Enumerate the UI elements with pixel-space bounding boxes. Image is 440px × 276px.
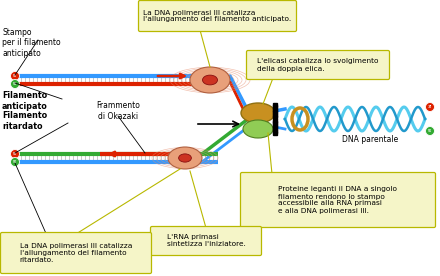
- FancyBboxPatch shape: [139, 1, 297, 31]
- Text: L'elicasi catalizza lo svolgimento
della doppia elica.: L'elicasi catalizza lo svolgimento della…: [257, 59, 379, 71]
- Ellipse shape: [241, 103, 275, 123]
- Ellipse shape: [243, 120, 273, 138]
- Ellipse shape: [179, 154, 191, 162]
- Text: 5': 5': [13, 74, 17, 78]
- Text: La DNA polimerasi III catalizza
l'allungamento del filamento
ritardato.: La DNA polimerasi III catalizza l'allung…: [20, 243, 132, 263]
- FancyBboxPatch shape: [246, 51, 389, 79]
- Circle shape: [11, 71, 19, 81]
- Text: 5': 5': [428, 129, 432, 133]
- Circle shape: [11, 79, 19, 89]
- Circle shape: [11, 158, 19, 166]
- Text: 5': 5': [13, 152, 17, 156]
- Circle shape: [425, 126, 434, 136]
- Ellipse shape: [190, 67, 230, 93]
- Ellipse shape: [202, 75, 217, 85]
- Text: Proteine leganti il DNA a singolo
filamento rendono lo stampo
accessibile alla R: Proteine leganti il DNA a singolo filame…: [279, 187, 397, 214]
- Text: 3': 3': [428, 105, 432, 109]
- Text: 5': 5': [13, 160, 17, 164]
- Text: Filamento
anticipato: Filamento anticipato: [2, 91, 48, 111]
- Text: DNA parentale: DNA parentale: [342, 134, 398, 144]
- Text: 5': 5': [13, 82, 17, 86]
- FancyBboxPatch shape: [150, 227, 261, 256]
- FancyBboxPatch shape: [241, 172, 436, 227]
- FancyBboxPatch shape: [0, 232, 151, 274]
- Text: Stampo
per il filamento
anticipato: Stampo per il filamento anticipato: [2, 28, 61, 58]
- Text: L'RNA primasi
sintetizza l'iniziatore.: L'RNA primasi sintetizza l'iniziatore.: [167, 235, 246, 248]
- Circle shape: [425, 102, 434, 112]
- Text: La DNA polimerasi III catalizza
l'allungamento del filamento anticipato.: La DNA polimerasi III catalizza l'allung…: [143, 9, 292, 23]
- Text: Stampo per il
filamento ritardato: Stampo per il filamento ritardato: [2, 244, 75, 263]
- Circle shape: [11, 150, 19, 158]
- Ellipse shape: [168, 147, 202, 169]
- Text: Frammento
di Okazaki: Frammento di Okazaki: [96, 101, 140, 121]
- Text: Filamento
ritardato: Filamento ritardato: [2, 111, 47, 131]
